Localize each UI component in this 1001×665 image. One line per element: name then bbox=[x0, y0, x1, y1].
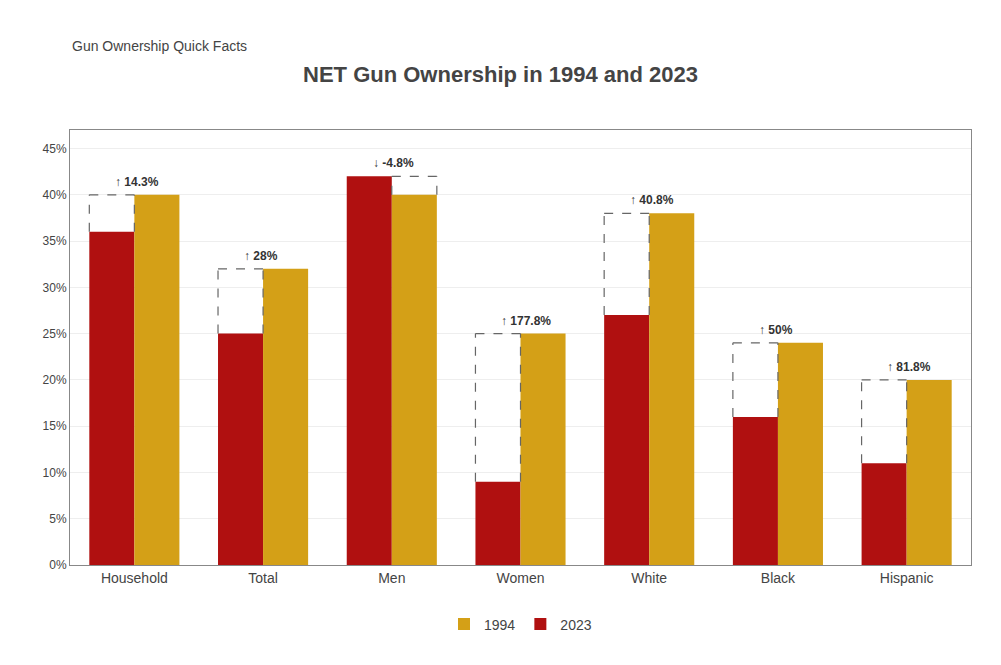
svg-text:Men: Men bbox=[378, 570, 405, 586]
svg-text:30%: 30% bbox=[43, 281, 67, 295]
svg-text:5%: 5% bbox=[49, 512, 67, 526]
svg-text:Hispanic: Hispanic bbox=[880, 570, 934, 586]
svg-text:White: White bbox=[631, 570, 667, 586]
svg-text:↑ 81.8%: ↑ 81.8% bbox=[887, 360, 931, 374]
svg-text:45%: 45% bbox=[43, 142, 67, 156]
svg-text:Gun Ownership Quick Facts: Gun Ownership Quick Facts bbox=[72, 38, 247, 54]
svg-text:10%: 10% bbox=[43, 466, 67, 480]
svg-text:25%: 25% bbox=[43, 327, 67, 341]
svg-text:↑ 28%: ↑ 28% bbox=[244, 249, 278, 263]
svg-text:2023: 2023 bbox=[560, 617, 591, 633]
svg-text:↑ 14.3%: ↑ 14.3% bbox=[115, 175, 159, 189]
svg-text:NET Gun Ownership in 1994 and: NET Gun Ownership in 1994 and 2023 bbox=[303, 62, 698, 87]
svg-text:Black: Black bbox=[761, 570, 796, 586]
svg-text:40%: 40% bbox=[43, 188, 67, 202]
svg-text:Total: Total bbox=[248, 570, 278, 586]
svg-text:↑ 177.8%: ↑ 177.8% bbox=[501, 314, 551, 328]
svg-text:1994: 1994 bbox=[484, 617, 515, 633]
svg-text:↑ 40.8%: ↑ 40.8% bbox=[630, 193, 674, 207]
svg-text:20%: 20% bbox=[43, 373, 67, 387]
svg-text:Household: Household bbox=[101, 570, 168, 586]
svg-text:Women: Women bbox=[497, 570, 545, 586]
svg-text:0%: 0% bbox=[49, 558, 67, 572]
svg-text:35%: 35% bbox=[43, 234, 67, 248]
svg-text:↑ 50%: ↑ 50% bbox=[759, 323, 793, 337]
svg-text:↓ -4.8%: ↓ -4.8% bbox=[373, 156, 414, 170]
svg-text:15%: 15% bbox=[43, 419, 67, 433]
